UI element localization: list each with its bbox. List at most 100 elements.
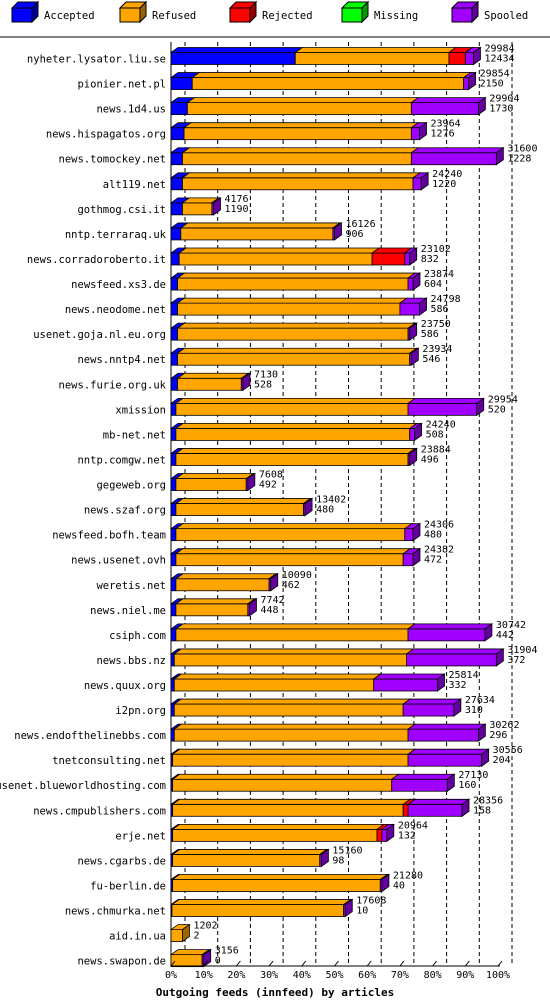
- bar-segment-refused: [175, 453, 409, 466]
- bar-side: [437, 673, 445, 692]
- bar-top-refused: [181, 147, 420, 154]
- bar-side: [381, 873, 390, 893]
- bar-top-refused: [173, 723, 417, 730]
- legend-swatch-side: [31, 0, 39, 24]
- total-value: 29984: [484, 44, 514, 55]
- bar-segment-refused: [172, 828, 378, 842]
- bar-segment-refused: [175, 427, 411, 441]
- total-value: 13402: [316, 495, 346, 506]
- bar-row: [169, 948, 212, 968]
- legend-label: Refused: [152, 10, 196, 22]
- total-value: 27634: [465, 695, 495, 706]
- host-label: news.cmpublishers.com: [33, 805, 166, 817]
- bar-row: [169, 823, 396, 843]
- legend-label: Spooled: [484, 10, 528, 22]
- accepted-value: 508: [426, 429, 444, 440]
- accepted-value: 332: [449, 680, 467, 691]
- x-tick-label: 30%: [260, 970, 278, 981]
- bar-segment-spooled: [402, 703, 455, 717]
- accepted-value: 520: [488, 404, 506, 415]
- host-label: news.tomockey.net: [59, 154, 166, 166]
- x-tick: [334, 960, 339, 967]
- bar-segment-rejected: [371, 252, 406, 266]
- bar-segment-accepted: [170, 578, 177, 592]
- x-tick-label: 100%: [486, 970, 510, 981]
- bar-segment-refused: [175, 553, 404, 567]
- bar-segment-accepted: [170, 227, 182, 241]
- x-tick: [268, 960, 274, 967]
- bar-top-refused: [176, 347, 418, 354]
- bar-side: [304, 497, 313, 517]
- host-label: pionier.net.pl: [77, 79, 166, 91]
- legend-swatch-side: [361, 0, 369, 24]
- accepted-value: 160: [458, 780, 476, 791]
- x-tick: [301, 960, 307, 967]
- bar-segment-accepted: [170, 653, 175, 667]
- total-value: 23934: [422, 344, 452, 355]
- bar-top-refused: [171, 773, 400, 780]
- x-tick: [464, 960, 470, 967]
- total-value: 28356: [473, 795, 503, 806]
- bar-segment-accepted: [170, 302, 178, 316]
- legend-swatch: [451, 7, 473, 23]
- bar-segment-spooled: [409, 427, 416, 441]
- host-label: news.1d4.us: [96, 104, 166, 116]
- host-label: news.furie.org.uk: [59, 379, 167, 391]
- bar-segment-spooled: [407, 728, 479, 742]
- bar-side: [270, 572, 279, 592]
- bar-row: [169, 322, 418, 341]
- bar-row: [169, 923, 191, 943]
- bar-segment-accepted: [170, 377, 178, 391]
- total-value: 23874: [424, 269, 454, 280]
- bar-side: [412, 272, 421, 291]
- x-tick: [366, 960, 372, 967]
- host-label: csiph.com: [109, 630, 166, 642]
- bar-segment-accepted: [170, 453, 177, 466]
- bar-segment-spooled: [412, 177, 422, 191]
- host-label: usenet.goja.nl.eu.org: [33, 329, 166, 341]
- bar-top-refused: [181, 172, 422, 179]
- bar-side: [247, 472, 256, 492]
- bar-segment-refused: [175, 628, 409, 642]
- bar-top-refused: [177, 247, 381, 254]
- bar-side: [412, 547, 421, 567]
- bar-segment-accepted: [170, 202, 183, 216]
- bar-segment-accepted: [170, 603, 177, 617]
- bar-segment-refused: [172, 854, 321, 867]
- bar-top-spooled: [406, 623, 494, 630]
- total-value: 31600: [507, 144, 537, 155]
- bar-row: [169, 598, 258, 617]
- legend-item-spooled: Spooled: [450, 0, 528, 24]
- legend-swatch-side: [139, 0, 147, 24]
- bar-top-refused: [173, 698, 412, 705]
- bar-side: [386, 823, 395, 843]
- bar-top-refused: [174, 598, 257, 605]
- x-axis: 0% 10% 20% 30% 40% 50% 60% 70% 80% 90% 100%: [165, 960, 510, 981]
- host-label: news.hispagatos.org: [46, 129, 166, 141]
- bar-segment-accepted: [170, 152, 183, 166]
- bar-segment-accepted: [170, 628, 177, 642]
- bar-side: [419, 297, 427, 316]
- x-tick-label: 40%: [293, 970, 311, 981]
- bar-segment-refused: [177, 277, 409, 291]
- bar-segment-refused: [175, 402, 409, 416]
- bar-side: [420, 172, 429, 191]
- bar-top-refused: [171, 849, 329, 855]
- accepted-value: 204: [493, 755, 511, 766]
- total-value: 7130: [254, 369, 278, 380]
- bar-side: [453, 698, 462, 717]
- bar-segment-accepted: [170, 703, 175, 717]
- bar-top-refused: [170, 899, 352, 905]
- bar-row: [169, 723, 487, 742]
- bar-segment-refused: [182, 177, 414, 191]
- host-label: news.neodome.net: [65, 304, 166, 316]
- total-value: 29854: [480, 69, 510, 80]
- bar-side: [409, 447, 418, 467]
- bar-row: [169, 673, 446, 692]
- bar-segment-refused: [175, 503, 304, 516]
- host-label: fu-berlin.de: [90, 880, 166, 892]
- bar-side: [461, 798, 470, 818]
- bar-segment-accepted: [170, 478, 177, 491]
- bar-row: [169, 522, 422, 542]
- bar-row: [169, 472, 257, 492]
